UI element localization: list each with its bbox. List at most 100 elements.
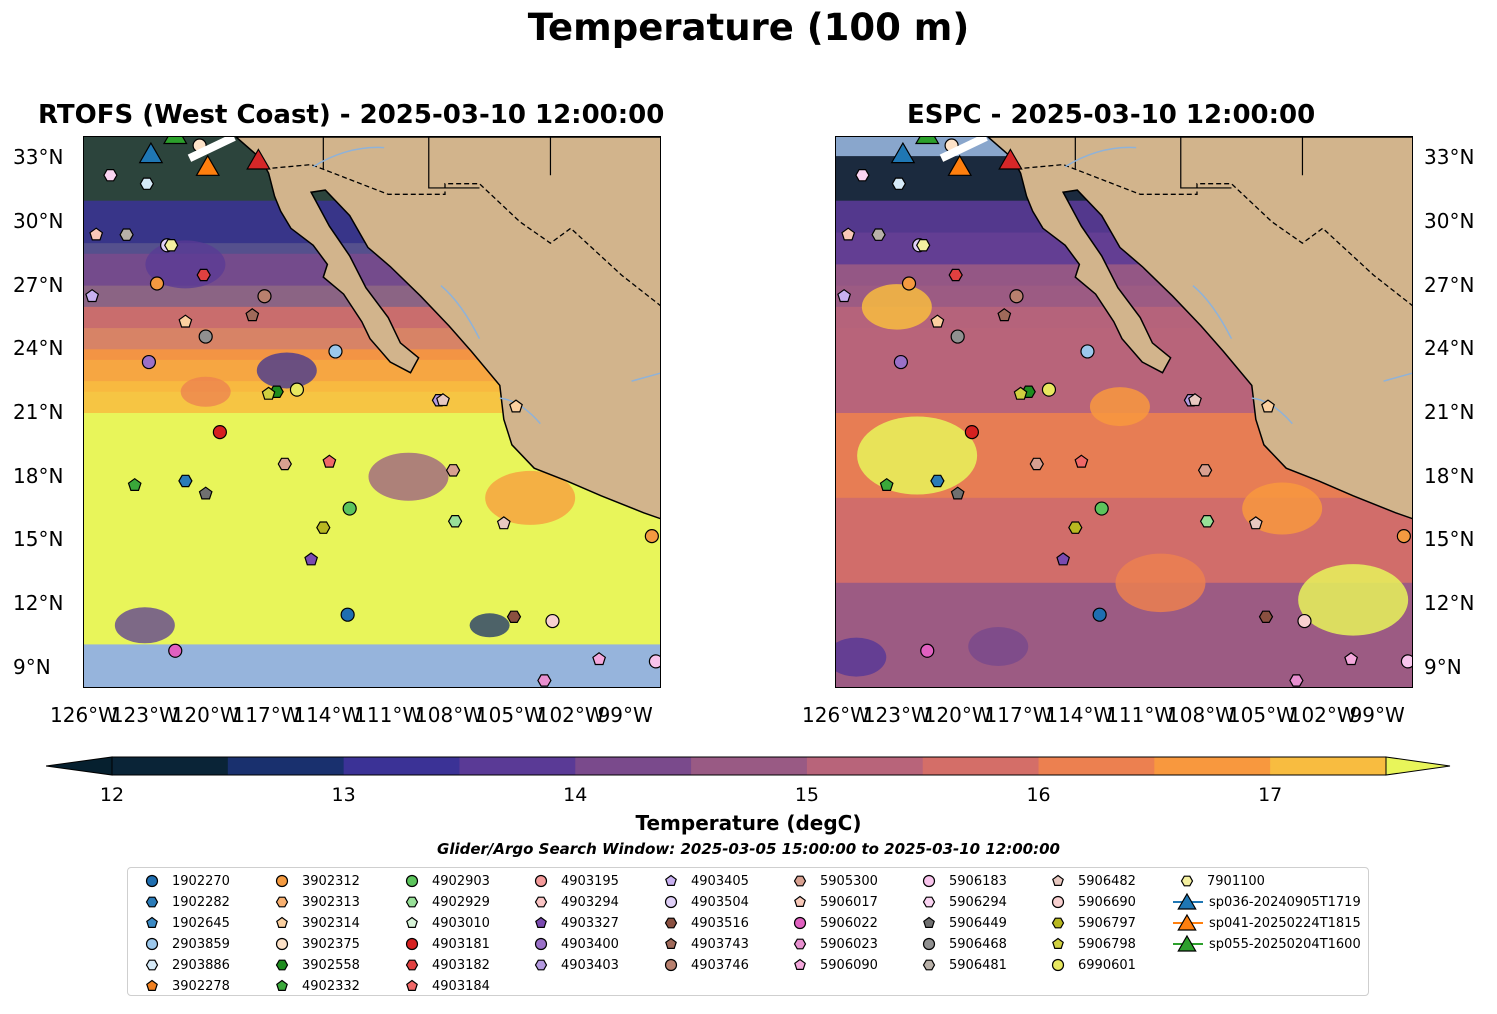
legend-label: 4903504 (691, 894, 749, 910)
legend-item-3902314: 3902314 (268, 913, 360, 933)
legend-item-5906690: 5906690 (1044, 892, 1136, 912)
colorbar-segment (691, 757, 808, 775)
float-marker-5906022 (168, 643, 183, 658)
legend-label: 4903182 (432, 957, 490, 973)
legend-label: 5906482 (1078, 873, 1136, 889)
colorbar-tick-label: 15 (794, 784, 819, 806)
pentagon-marker-icon (794, 958, 806, 970)
float-marker-4903327 (304, 552, 319, 566)
legend-label: 4902929 (432, 894, 490, 910)
lat-tick-label-left: 9°N (13, 654, 51, 679)
land-mass (234, 137, 660, 520)
float-marker-1902282 (178, 474, 193, 488)
legend-item-4903504: 4903504 (657, 892, 749, 912)
legend-item-5906449: 5906449 (915, 913, 1007, 933)
legend-item-4903746: 4903746 (657, 955, 749, 975)
legend-label: 5906481 (949, 957, 1007, 973)
legend-item-5906294: 5906294 (915, 892, 1007, 912)
legend-label: 1902645 (172, 915, 230, 931)
pentagon-marker-icon (406, 916, 418, 928)
state-border (322, 137, 552, 189)
hexagon-marker-icon (275, 959, 289, 971)
float-marker-2903886 (891, 177, 907, 190)
float-marker-4903181 (964, 425, 979, 440)
rtofs-map[interactable] (83, 136, 661, 688)
circle-marker-icon (664, 895, 678, 909)
circle-marker-icon (922, 937, 936, 951)
float-marker-4902903 (1094, 501, 1109, 516)
legend-label: 3902375 (302, 936, 360, 952)
legend-label: 4903743 (691, 936, 749, 952)
float-marker-2903859 (328, 344, 343, 359)
legend-label: 5906798 (1078, 936, 1136, 952)
float-marker-3902312 (1396, 529, 1411, 544)
float-marker-5906482 (436, 393, 450, 407)
circle-marker-icon (405, 937, 419, 951)
lon-tick-label: 102°W (1288, 703, 1357, 727)
legend-item-4903181: 4903181 (398, 934, 490, 954)
glider-marker-sp055-20250204T1600 (914, 137, 940, 145)
colorbar-segment (112, 757, 229, 775)
lon-tick-label: 117°W (984, 703, 1053, 727)
pentagon-marker-icon (535, 916, 547, 928)
float-marker-4903746 (257, 289, 272, 304)
espc-map[interactable] (835, 136, 1413, 688)
float-marker-3902312 (149, 276, 165, 291)
glider-track (939, 137, 988, 162)
legend-item-5906797: 5906797 (1044, 913, 1136, 933)
legend-item-4903195: 4903195 (527, 871, 619, 891)
lat-tick-label-right: 15°N (1424, 527, 1475, 552)
float-marker-5905300 (445, 464, 461, 477)
lon-tick-label: 120°W (171, 703, 240, 727)
lon-tick-label: 105°W (475, 703, 544, 727)
legend-item-4903516: 4903516 (657, 913, 749, 933)
circle-marker-icon (534, 874, 548, 888)
float-marker-5906798 (261, 386, 276, 400)
lon-tick-label: 120°W (923, 703, 992, 727)
legend-label: 5906023 (820, 936, 878, 952)
legend-label: 4902332 (302, 978, 360, 994)
float-marker-4903516 (506, 610, 522, 623)
lon-tick-label: 102°W (536, 703, 605, 727)
float-marker-5906017 (89, 227, 104, 241)
legend-item-5906022: 5906022 (786, 913, 878, 933)
glider-marker-sp058-20241121T1821 (998, 148, 1023, 170)
lon-tick-label: 99°W (597, 703, 653, 727)
hexagon-marker-icon (1180, 875, 1194, 887)
legend-item-3902375: 3902375 (268, 934, 360, 954)
legend-item-4903294: 4903294 (527, 892, 619, 912)
colorbar-segment (1154, 757, 1271, 775)
legend-label: 1902270 (172, 873, 230, 889)
colorbar-segment (575, 757, 692, 775)
circle-marker-icon (145, 937, 159, 951)
colorbar-tick-label: 12 (99, 784, 125, 806)
legend-label: 3902312 (302, 873, 360, 889)
float-marker-4903516 (1258, 610, 1274, 623)
float-marker-4903743 (245, 308, 260, 322)
legend-label: 4903405 (691, 873, 749, 889)
lon-tick-label: 111°W (1106, 703, 1175, 727)
glider-marker-sp036-20240905T1719 (890, 141, 916, 164)
legend-label: 5905300 (820, 873, 878, 889)
lat-tick-label-left: 33°N (13, 145, 64, 170)
circle-marker-icon (275, 937, 289, 951)
legend-label: 4903400 (561, 936, 619, 952)
glider-track (187, 137, 236, 162)
float-marker-5906797 (1068, 521, 1083, 534)
float-marker-5906022 (920, 643, 935, 658)
glider-marker-sp058-20241121T1821 (246, 148, 271, 170)
legend-label: 1902282 (172, 894, 230, 910)
hexagon-marker-icon (922, 959, 936, 971)
hexagon-marker-icon (1051, 917, 1065, 929)
legend-item-5906183: 5906183 (915, 871, 1007, 891)
colorbar-tick-label: 14 (563, 784, 588, 806)
colorbar-tick-label: 17 (1258, 784, 1283, 806)
pentagon-marker-icon (146, 916, 158, 928)
float-marker-5906183 (648, 654, 660, 669)
legend-item-4903743: 4903743 (657, 934, 749, 954)
legend-item-4902332: 4902332 (268, 976, 360, 996)
legend-item-5905300: 5905300 (786, 871, 878, 891)
circle-marker-icon (793, 916, 807, 930)
lat-tick-label-right: 9°N (1424, 654, 1462, 679)
legend-label: 5906449 (949, 915, 1007, 931)
